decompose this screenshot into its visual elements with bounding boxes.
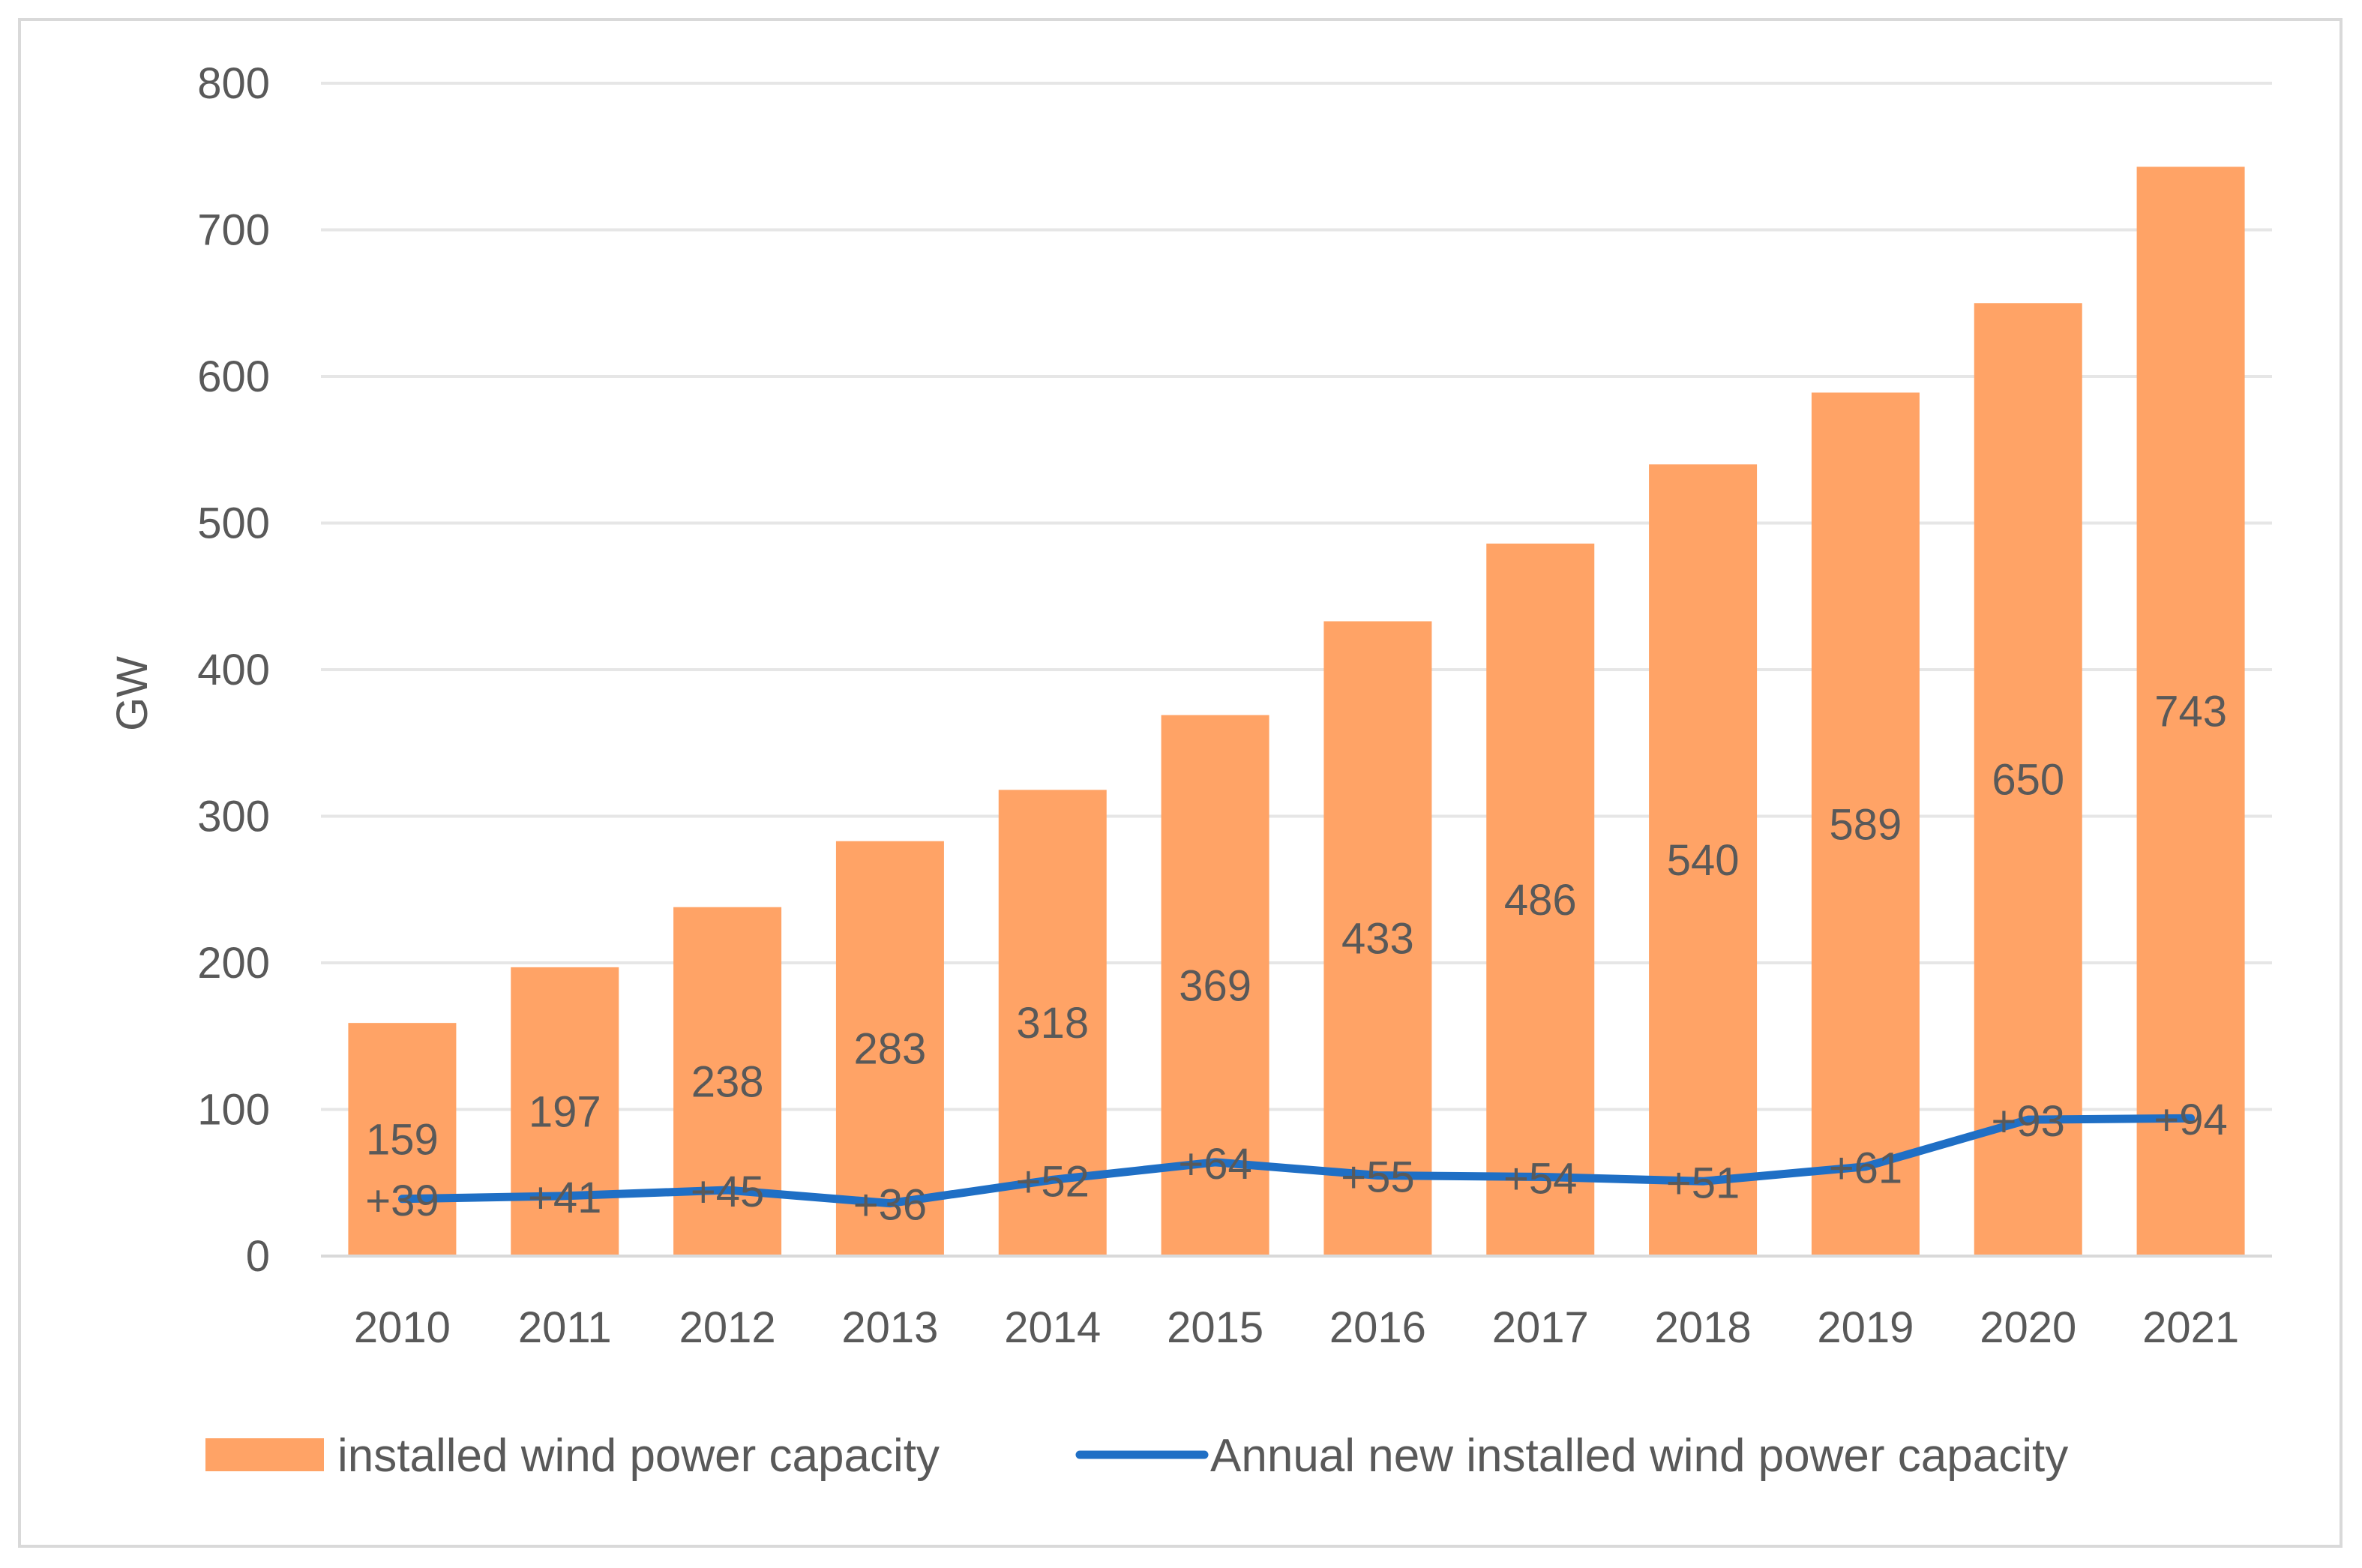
- legend-label-installed: installed wind power capacity: [337, 1430, 940, 1482]
- bar-data-label: 197: [529, 1087, 601, 1136]
- y-tick-label: 500: [197, 499, 270, 548]
- legend-label-annual-new: Annual new installed wind power capacity: [1210, 1430, 2068, 1482]
- line-data-labels: +39 +41 +45 +36 +52 +64 +55 +54 +51 +61 +93 +94: [365, 1096, 2228, 1229]
- line-point-2015: [1214, 1161, 1216, 1163]
- line-data-label: +55: [1341, 1153, 1414, 1201]
- line-data-label: +52: [1016, 1157, 1090, 1206]
- line-data-label: +54: [1503, 1154, 1577, 1203]
- line-data-label: +36: [853, 1181, 927, 1230]
- bar-data-label: 486: [1504, 876, 1577, 925]
- bar-data-labels: 159 197 238 283 318 369 433 486 540 589 650 743: [366, 688, 2227, 1165]
- y-axis-ticks: 0 100 200 300 400 500 600 700 800: [197, 59, 270, 1281]
- bar-data-label: 159: [366, 1116, 439, 1165]
- gridlines: [321, 82, 2272, 1111]
- bar-data-label: 650: [1992, 756, 2064, 805]
- line-data-label: +45: [691, 1168, 764, 1216]
- x-tick-label-2018: 2018: [1655, 1303, 1752, 1352]
- line-point-2012: [727, 1189, 729, 1192]
- x-tick-label-2015: 2015: [1167, 1303, 1263, 1352]
- x-tick-label-2011: 2011: [518, 1303, 612, 1352]
- x-tick-label-2016: 2016: [1329, 1303, 1426, 1352]
- legend: installed wind power capacity Annual new …: [205, 1430, 2068, 1482]
- bar-2018: [1649, 464, 1758, 1256]
- line-point-2017: [1539, 1176, 1542, 1178]
- x-tick-label-2017: 2017: [1492, 1303, 1589, 1352]
- x-tick-label-2014: 2014: [1004, 1303, 1101, 1352]
- bar-2021: [2136, 166, 2245, 1256]
- line-point-2018: [1702, 1180, 1704, 1183]
- annual-new-capacity-line: [397, 1114, 2196, 1208]
- bar-2019: [1811, 392, 1920, 1256]
- bar-2013: [835, 841, 944, 1256]
- line-data-label: +94: [2154, 1096, 2227, 1144]
- line-data-label: +93: [1992, 1097, 2065, 1146]
- line-point-2013: [889, 1202, 891, 1204]
- line-point-2016: [1377, 1174, 1379, 1177]
- bar-data-label: 369: [1179, 961, 1251, 1010]
- x-tick-label-2012: 2012: [679, 1303, 776, 1352]
- bar-data-label: 283: [854, 1024, 927, 1073]
- y-tick-label: 0: [246, 1232, 270, 1281]
- y-tick-label: 200: [197, 939, 270, 988]
- line-point-2014: [1051, 1179, 1054, 1181]
- line-point-2019: [1864, 1165, 1866, 1168]
- bars: [348, 166, 2245, 1256]
- bar-data-label: 540: [1667, 836, 1740, 885]
- bar-data-label: 318: [1016, 999, 1089, 1048]
- line-series: [397, 1114, 2196, 1208]
- x-tick-label-2020: 2020: [1980, 1303, 2076, 1352]
- bar-data-label: 589: [1830, 800, 1902, 849]
- bar-2011: [511, 967, 619, 1256]
- x-tick-label-2019: 2019: [1817, 1303, 1914, 1352]
- y-tick-label: 700: [197, 206, 270, 255]
- line-data-label: +51: [1666, 1159, 1740, 1207]
- x-axis-ticks: 2010 2011 2012 2013 2014 2015 2016 2017 2018 2019…: [354, 1303, 2239, 1352]
- bar-2017: [1486, 543, 1595, 1256]
- line-point-2021: [2190, 1117, 2192, 1120]
- line-data-label: +41: [528, 1174, 601, 1222]
- y-tick-label: 800: [197, 59, 270, 108]
- line-point-2020: [2027, 1119, 2029, 1121]
- y-tick-label: 400: [197, 646, 270, 694]
- bar-2020: [1974, 303, 2082, 1256]
- y-tick-label: 300: [197, 793, 270, 841]
- x-tick-label-2013: 2013: [841, 1303, 938, 1352]
- bar-2010: [348, 1023, 457, 1256]
- line-data-label: +64: [1178, 1140, 1251, 1189]
- line-point-2011: [564, 1195, 566, 1197]
- line-data-label: +61: [1829, 1144, 1902, 1193]
- legend-swatch-bar: [205, 1438, 324, 1471]
- line-point-2010: [401, 1198, 403, 1200]
- y-axis-title: GW: [108, 656, 157, 731]
- bar-2012: [673, 907, 782, 1256]
- bar-2016: [1323, 621, 1432, 1256]
- bar-data-label: 743: [2154, 688, 2227, 736]
- line-data-label: +39: [365, 1177, 439, 1225]
- x-tick-label-2010: 2010: [354, 1303, 451, 1352]
- bar-data-label: 433: [1341, 915, 1414, 964]
- x-tick-label-2021: 2021: [2142, 1303, 2239, 1352]
- y-tick-label: 100: [197, 1086, 270, 1135]
- y-tick-label: 600: [197, 352, 270, 401]
- bar-data-label: 238: [691, 1057, 764, 1106]
